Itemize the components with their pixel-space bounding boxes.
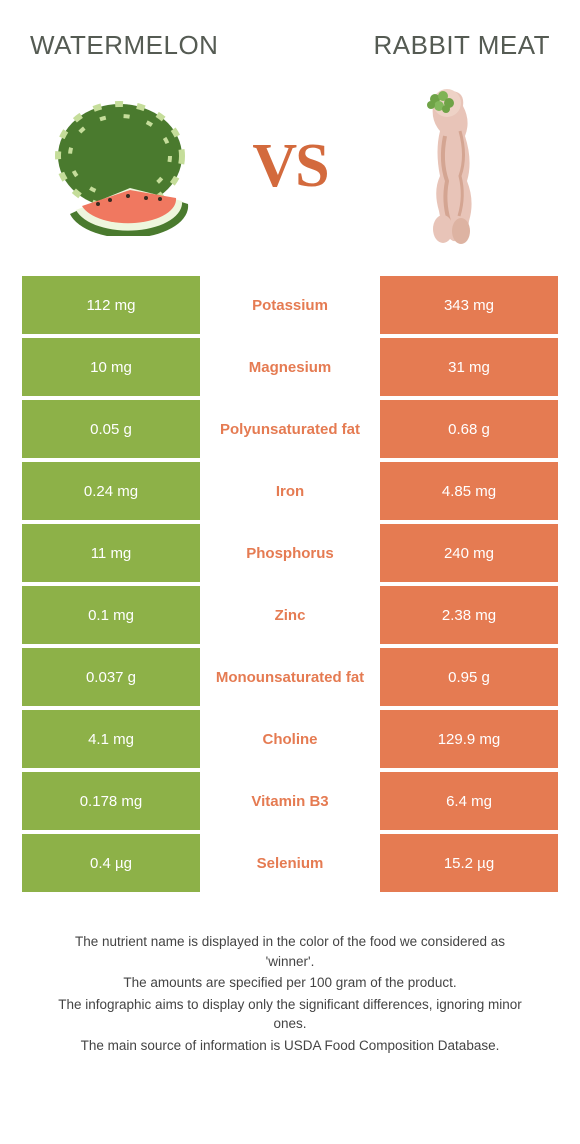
nutrition-value-right: 2.38 mg — [380, 586, 558, 644]
nutrition-row: 112 mgPotassium343 mg — [22, 276, 558, 334]
vs-label: VS — [252, 131, 327, 202]
nutrition-value-left: 0.24 mg — [22, 462, 200, 520]
nutrient-label: Vitamin B3 — [204, 772, 376, 830]
nutrition-value-right: 240 mg — [380, 524, 558, 582]
nutrition-value-left: 0.178 mg — [22, 772, 200, 830]
footnotes: The nutrient name is displayed in the co… — [20, 932, 560, 1055]
nutrition-value-left: 4.1 mg — [22, 710, 200, 768]
nutrient-label: Iron — [204, 462, 376, 520]
nutrition-row: 0.24 mgIron4.85 mg — [22, 462, 558, 520]
nutrient-label: Potassium — [204, 276, 376, 334]
nutrition-value-right: 0.95 g — [380, 648, 558, 706]
nutrition-value-left: 112 mg — [22, 276, 200, 334]
nutrient-label: Phosphorus — [204, 524, 376, 582]
nutrient-label: Zinc — [204, 586, 376, 644]
nutrient-label: Polyunsaturated fat — [204, 400, 376, 458]
nutrition-row: 11 mgPhosphorus240 mg — [22, 524, 558, 582]
nutrition-row: 0.178 mgVitamin B36.4 mg — [22, 772, 558, 830]
food-image-right — [370, 86, 530, 246]
nutrition-value-right: 4.85 mg — [380, 462, 558, 520]
nutrient-label: Choline — [204, 710, 376, 768]
nutrition-value-left: 10 mg — [22, 338, 200, 396]
nutrition-row: 0.4 µgSelenium15.2 µg — [22, 834, 558, 892]
nutrition-value-left: 0.05 g — [22, 400, 200, 458]
nutrition-value-right: 15.2 µg — [380, 834, 558, 892]
food-image-left — [50, 86, 210, 246]
watermelon-icon — [50, 96, 210, 236]
nutrition-row: 10 mgMagnesium31 mg — [22, 338, 558, 396]
nutrition-value-right: 31 mg — [380, 338, 558, 396]
nutrition-row: 4.1 mgCholine129.9 mg — [22, 710, 558, 768]
nutrition-value-left: 11 mg — [22, 524, 200, 582]
nutrition-value-left: 0.4 µg — [22, 834, 200, 892]
nutrition-value-right: 343 mg — [380, 276, 558, 334]
footnote-line: The main source of information is USDA F… — [50, 1036, 530, 1056]
nutrition-row: 0.1 mgZinc2.38 mg — [22, 586, 558, 644]
nutrition-value-right: 6.4 mg — [380, 772, 558, 830]
nutrient-label: Magnesium — [204, 338, 376, 396]
footnote-line: The infographic aims to display only the… — [50, 995, 530, 1034]
rabbit-meat-icon — [405, 81, 495, 251]
nutrition-row: 0.037 gMonounsaturated fat0.95 g — [22, 648, 558, 706]
footnote-line: The amounts are specified per 100 gram o… — [50, 973, 530, 993]
comparison-header: WATERMELON RABBIT MEAT — [20, 30, 560, 61]
footnote-line: The nutrient name is displayed in the co… — [50, 932, 530, 971]
nutrition-value-left: 0.1 mg — [22, 586, 200, 644]
nutrition-value-right: 0.68 g — [380, 400, 558, 458]
food-title-left: WATERMELON — [30, 30, 218, 61]
food-title-right: RABBIT MEAT — [374, 30, 550, 61]
nutrient-label: Monounsaturated fat — [204, 648, 376, 706]
nutrition-value-left: 0.037 g — [22, 648, 200, 706]
nutrient-label: Selenium — [204, 834, 376, 892]
nutrition-table: 112 mgPotassium343 mg10 mgMagnesium31 mg… — [20, 276, 560, 892]
nutrition-value-right: 129.9 mg — [380, 710, 558, 768]
images-row: VS — [20, 81, 560, 251]
nutrition-row: 0.05 gPolyunsaturated fat0.68 g — [22, 400, 558, 458]
